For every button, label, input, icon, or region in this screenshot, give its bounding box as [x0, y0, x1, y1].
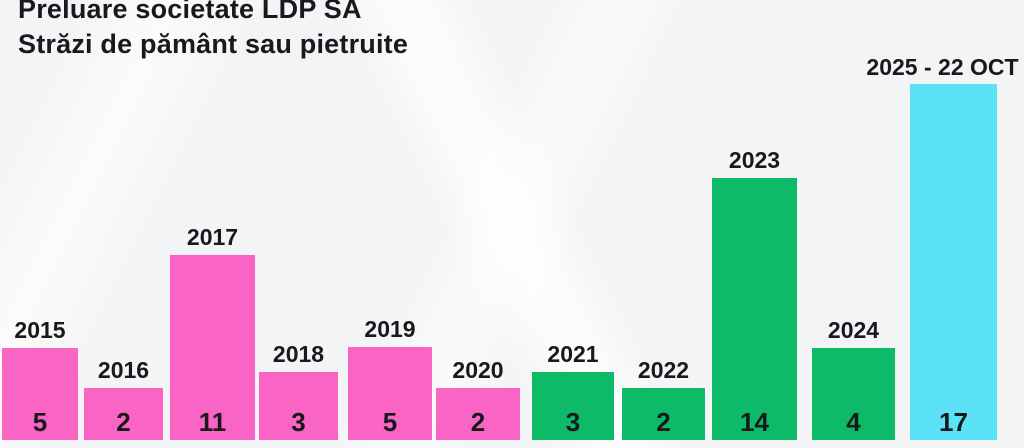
bar-value-2018: 3	[291, 407, 306, 437]
chart-title: Preluare societate LDP SA Străzi de pămâ…	[18, 0, 408, 62]
bar-value-2019: 5	[382, 407, 398, 437]
bar-group-2016: 2016 2	[84, 359, 163, 440]
bar-group-2019: 2019 5	[348, 318, 432, 440]
bar-group-2022: 2022 2	[622, 359, 705, 440]
bar-group-2024: 2024 4	[812, 319, 895, 440]
bar-2016: 2	[84, 388, 163, 440]
bar-value-2024: 4	[846, 407, 861, 437]
bar-value-2017: 11	[198, 407, 227, 437]
bar-2023: 14	[712, 178, 797, 440]
bar-label-2018: 2018	[272, 341, 325, 367]
bar-2019: 5	[348, 347, 432, 440]
bar-2017: 11	[170, 255, 255, 440]
bar-2018: 3	[259, 372, 338, 440]
bar-2015: 5	[2, 348, 78, 440]
bar-group-2023: 2023 14	[712, 149, 797, 440]
chart-title-line2: Străzi de pământ sau pietruite	[18, 29, 409, 59]
bar-value-2021: 3	[565, 407, 581, 437]
bar-label-2025: 2025 - 22 OCT	[866, 54, 1019, 80]
bar-group-2015: 2015 5	[2, 319, 78, 440]
bar-label-2017: 2017	[186, 224, 239, 250]
bar-group-2020: 2020 2	[436, 359, 520, 440]
bar-label-2021: 2021	[547, 341, 599, 367]
bar-label-2024: 2024	[827, 317, 880, 343]
bar-label-2020: 2020	[452, 357, 504, 383]
bar-label-2019: 2019	[364, 316, 416, 342]
bar-label-2015: 2015	[14, 317, 66, 343]
bar-group-2017: 2017 11	[170, 226, 255, 440]
bar-value-2022: 2	[656, 407, 671, 437]
bar-value-2016: 2	[116, 407, 131, 437]
bar-group-2025: 2025 - 22 OCT 17	[866, 56, 1019, 440]
bar-label-2022: 2022	[637, 357, 690, 383]
bar-label-2016: 2016	[97, 357, 150, 383]
bar-2020: 2	[436, 388, 520, 440]
bar-value-2023: 14	[740, 407, 769, 437]
bar-value-2020: 2	[470, 407, 486, 437]
bar-group-2018: 2018 3	[259, 343, 338, 440]
bar-group-2021: 2021 3	[532, 343, 614, 440]
chart-title-line1: Preluare societate LDP SA	[18, 0, 362, 24]
bar-label-2023: 2023	[728, 147, 781, 173]
bar-value-2025: 17	[939, 407, 968, 437]
bar-2024: 4	[812, 348, 895, 440]
bar-2022: 2	[622, 388, 705, 440]
bar-2021: 3	[532, 372, 614, 440]
bar-2025: 17	[910, 84, 997, 440]
bar-value-2015: 5	[32, 407, 48, 437]
